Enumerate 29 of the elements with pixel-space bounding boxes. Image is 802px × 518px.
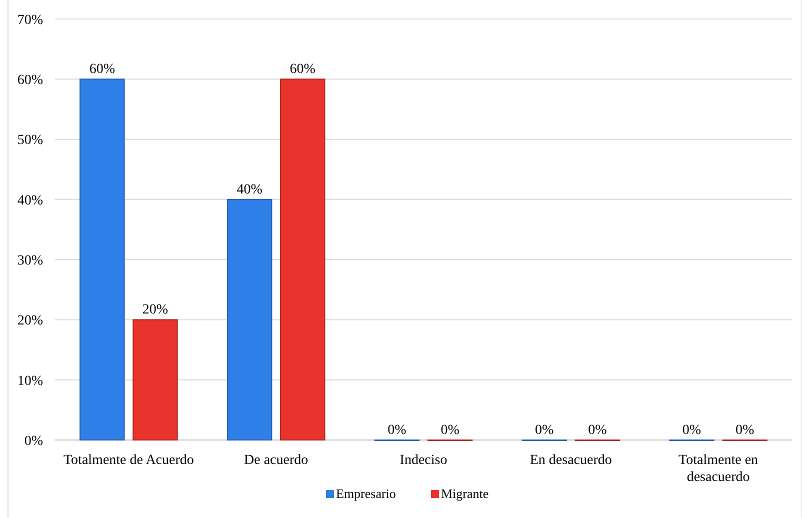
y-tick-label: 60% [17,73,44,88]
y-tick-label: 70% [17,12,44,28]
bar [280,78,326,440]
text: 0% [682,423,702,438]
x-tick-label: Totalmente de Acuerdo [63,453,194,468]
text: 20% [142,302,168,318]
text: 0% [388,423,406,438]
bar [132,319,178,440]
x-tick-label: Indeciso [400,453,448,468]
x-tick-label: Totalmente en desacuerdo [678,453,758,485]
y-tick-label: 40% [17,193,44,208]
legend-label: Empresario [336,486,396,501]
legend-label: Migrante [441,486,489,501]
y-tick-label: 20% [17,314,44,329]
y-tick-label: 10% [17,374,44,389]
y-tick-label: 0% [24,434,44,449]
x-tick-label: De acuerdo [244,453,308,468]
x-tick-label: En desacuerdo [530,453,612,468]
text: 60% [89,62,116,78]
text: 0% [735,423,754,438]
text: 0% [535,423,554,438]
text: 40% [236,182,262,198]
y-tick-label: 50% [17,133,44,148]
text: 60% [290,62,316,78]
bar [80,78,125,440]
bar [226,198,272,440]
text: 0% [440,423,460,438]
y-tick-label: 30% [17,253,44,268]
text: 0% [588,423,607,438]
